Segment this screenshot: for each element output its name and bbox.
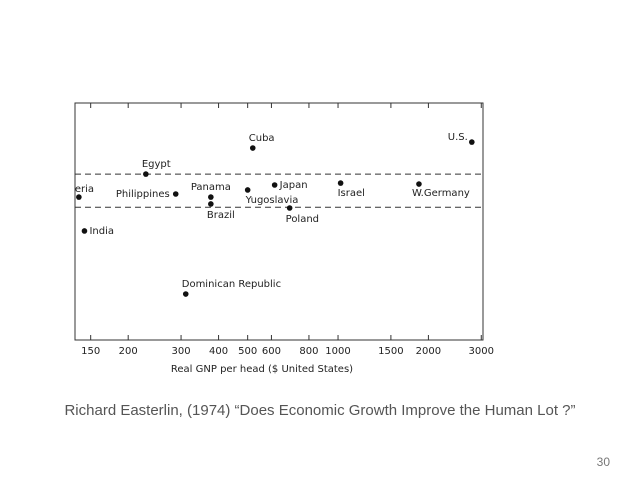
x-tick-label: 600 bbox=[262, 346, 281, 357]
point-label: U.S. bbox=[448, 132, 468, 143]
point-label: eria bbox=[75, 184, 94, 195]
x-tick-label: 200 bbox=[119, 346, 138, 357]
point bbox=[81, 228, 88, 234]
point bbox=[208, 194, 214, 200]
point bbox=[249, 145, 256, 151]
point-label: Philippines bbox=[116, 189, 170, 200]
page-number: 30 bbox=[597, 455, 611, 469]
x-tick-label: 1000 bbox=[325, 346, 350, 357]
point-label: Dominican Republic bbox=[182, 279, 281, 290]
point bbox=[337, 180, 344, 186]
point bbox=[286, 205, 293, 211]
point-label: Israel bbox=[338, 188, 365, 199]
plot-frame bbox=[74, 102, 484, 341]
point bbox=[271, 182, 278, 188]
x-tick-label: 1500 bbox=[378, 346, 403, 357]
x-tick-label: 500 bbox=[238, 346, 257, 357]
point-label: Panama bbox=[191, 182, 231, 193]
point bbox=[172, 191, 179, 197]
point bbox=[244, 187, 251, 193]
point bbox=[469, 139, 475, 145]
point-label: Japan bbox=[279, 180, 308, 191]
point-label: Egypt bbox=[142, 159, 171, 170]
x-tick-label: 300 bbox=[172, 346, 191, 357]
caption: Richard Easterlin, (1974) “Does Economic… bbox=[64, 402, 575, 419]
point-label: Yugoslavia bbox=[245, 195, 299, 206]
x-tick-label: 800 bbox=[299, 346, 318, 357]
point-label: Cuba bbox=[249, 133, 275, 144]
point bbox=[182, 291, 189, 297]
x-tick-label: 400 bbox=[209, 346, 228, 357]
x-axis-label: Real GNP per head ($ United States) bbox=[171, 364, 353, 375]
point bbox=[143, 171, 149, 177]
point bbox=[208, 201, 214, 207]
point-label: India bbox=[89, 226, 114, 237]
point-label: Brazil bbox=[207, 210, 235, 221]
point bbox=[416, 181, 422, 187]
x-tick-label: 3000 bbox=[469, 346, 494, 357]
point-label: Poland bbox=[286, 214, 319, 225]
point-label: W.Germany bbox=[412, 188, 470, 199]
x-tick-label: 150 bbox=[81, 346, 100, 357]
x-tick-label: 2000 bbox=[416, 346, 441, 357]
point bbox=[76, 194, 82, 200]
